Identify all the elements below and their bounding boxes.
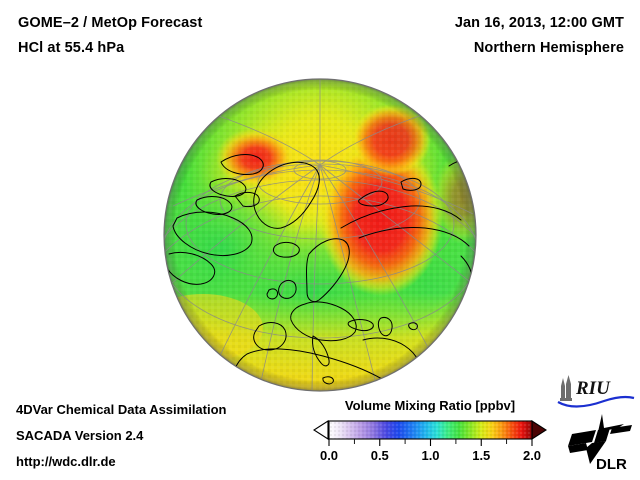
riu-logo: RIU	[557, 375, 635, 408]
colorbar-tick-2: 1.0	[421, 448, 440, 463]
dlr-wordmark: DLR	[596, 456, 627, 473]
colorbar-max-arrow	[531, 420, 548, 441]
globe-outline	[163, 78, 477, 392]
colorbar-tick-0: 0.0	[319, 448, 339, 463]
colorbar-min-arrow	[312, 420, 329, 441]
graticule	[164, 80, 476, 391]
page-title: GOME–2 / MetOp Forecast	[18, 15, 203, 31]
footer-line-version: SACADA Version 2.4	[16, 428, 144, 443]
colorbar-tick-labels: 0.0 0.5 1.0 1.5 2.0	[312, 448, 548, 468]
riu-wordmark: RIU	[575, 378, 611, 399]
region-label: Northern Hemisphere	[473, 40, 624, 56]
cathedral-towers-icon	[560, 375, 572, 401]
dlr-mark-icon	[568, 414, 632, 464]
colorbar-title: Volume Mixing Ratio [ppbv]	[344, 398, 516, 413]
colorbar-ticks	[328, 439, 533, 446]
globe-map	[163, 78, 477, 392]
colorbar-tick-4: 2.0	[522, 448, 542, 463]
colorbar-tick-3: 1.5	[472, 448, 491, 463]
footer-line-method: 4DVar Chemical Data Assimilation	[16, 402, 227, 417]
colorbar-tick-1: 0.5	[370, 448, 389, 463]
riu-wave-icon	[557, 395, 635, 408]
colorbar-swatch	[312, 420, 548, 446]
footer-line-url[interactable]: http://wdc.dlr.de	[16, 454, 116, 469]
dlr-logo: DLR	[568, 414, 632, 473]
colorbar-minor-ticks	[353, 439, 508, 444]
page-subtitle: HCl at 55.4 hPa	[18, 40, 125, 56]
timestamp-label: Jan 16, 2013, 12:00 GMT	[454, 15, 624, 31]
colorbar: Volume Mixing Ratio [ppbv]	[312, 398, 548, 476]
globe-svg	[163, 78, 477, 392]
